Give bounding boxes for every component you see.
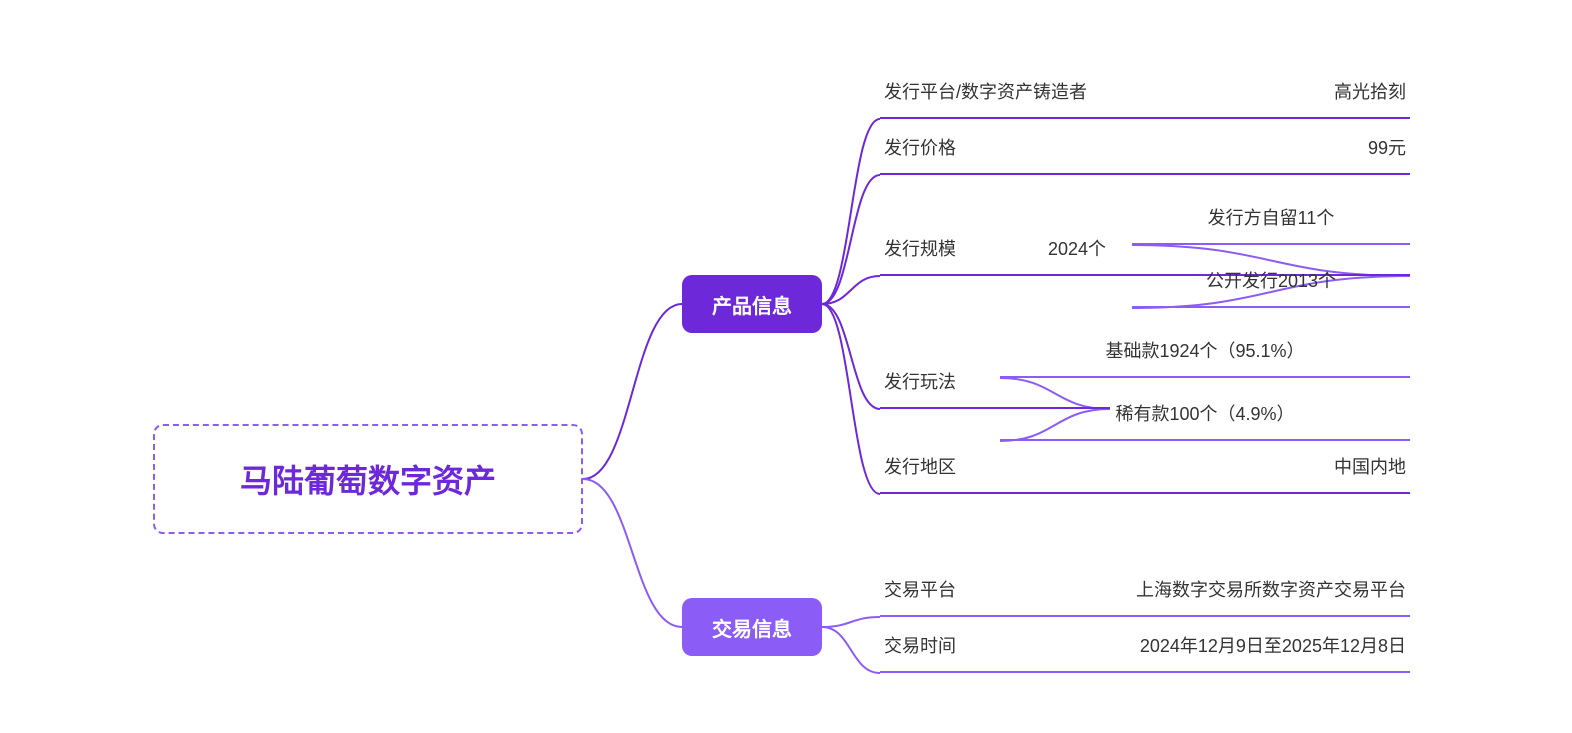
subleaf-label: 稀有款100个（4.9%） <box>1115 400 1294 426</box>
leaf-value: 99元 <box>1368 134 1406 160</box>
product-leaf-row[interactable]: 发行平台/数字资产铸造者 高光拾刻 <box>880 75 1410 119</box>
leaf-value: 2024个 <box>1048 235 1106 261</box>
leaf-label: 交易时间 <box>884 632 956 658</box>
subleaf-label: 发行方自留11个 <box>1208 204 1335 230</box>
branch-trade-info[interactable]: 交易信息 <box>682 598 822 656</box>
product-subleaf-row[interactable]: 稀有款100个（4.9%） <box>1000 397 1410 441</box>
leaf-label: 发行平台/数字资产铸造者 <box>884 78 1087 104</box>
product-leaf-row[interactable]: 发行价格 99元 <box>880 131 1410 175</box>
leaf-value: 2024年12月9日至2025年12月8日 <box>1140 632 1406 658</box>
leaf-label: 交易平台 <box>884 576 956 602</box>
product-leaf-row[interactable]: 发行地区 中国内地 <box>880 450 1410 494</box>
trade-leaf-row[interactable]: 交易时间 2024年12月9日至2025年12月8日 <box>880 629 1410 673</box>
product-subleaf-row[interactable]: 基础款1924个（95.1%） <box>1000 334 1410 378</box>
leaf-label: 发行规模 <box>884 235 956 261</box>
leaf-value: 中国内地 <box>1334 453 1406 479</box>
subleaf-label: 基础款1924个（95.1%） <box>1105 337 1304 363</box>
root-node[interactable]: 马陆葡萄数字资产 <box>153 424 583 534</box>
branch-product-info[interactable]: 产品信息 <box>682 275 822 333</box>
leaf-value: 高光拾刻 <box>1334 78 1406 104</box>
mindmap-canvas: 马陆葡萄数字资产产品信息交易信息发行平台/数字资产铸造者高光拾刻发行价格99元发… <box>0 0 1572 733</box>
leaf-label: 发行价格 <box>884 134 956 160</box>
leaf-label: 发行地区 <box>884 453 956 479</box>
product-subleaf-row[interactable]: 公开发行2013个 <box>1132 264 1410 308</box>
subleaf-label: 公开发行2013个 <box>1206 267 1336 293</box>
leaf-value: 上海数字交易所数字资产交易平台 <box>1136 576 1406 602</box>
trade-leaf-row[interactable]: 交易平台 上海数字交易所数字资产交易平台 <box>880 573 1410 617</box>
product-subleaf-row[interactable]: 发行方自留11个 <box>1132 201 1410 245</box>
leaf-label: 发行玩法 <box>884 368 956 394</box>
